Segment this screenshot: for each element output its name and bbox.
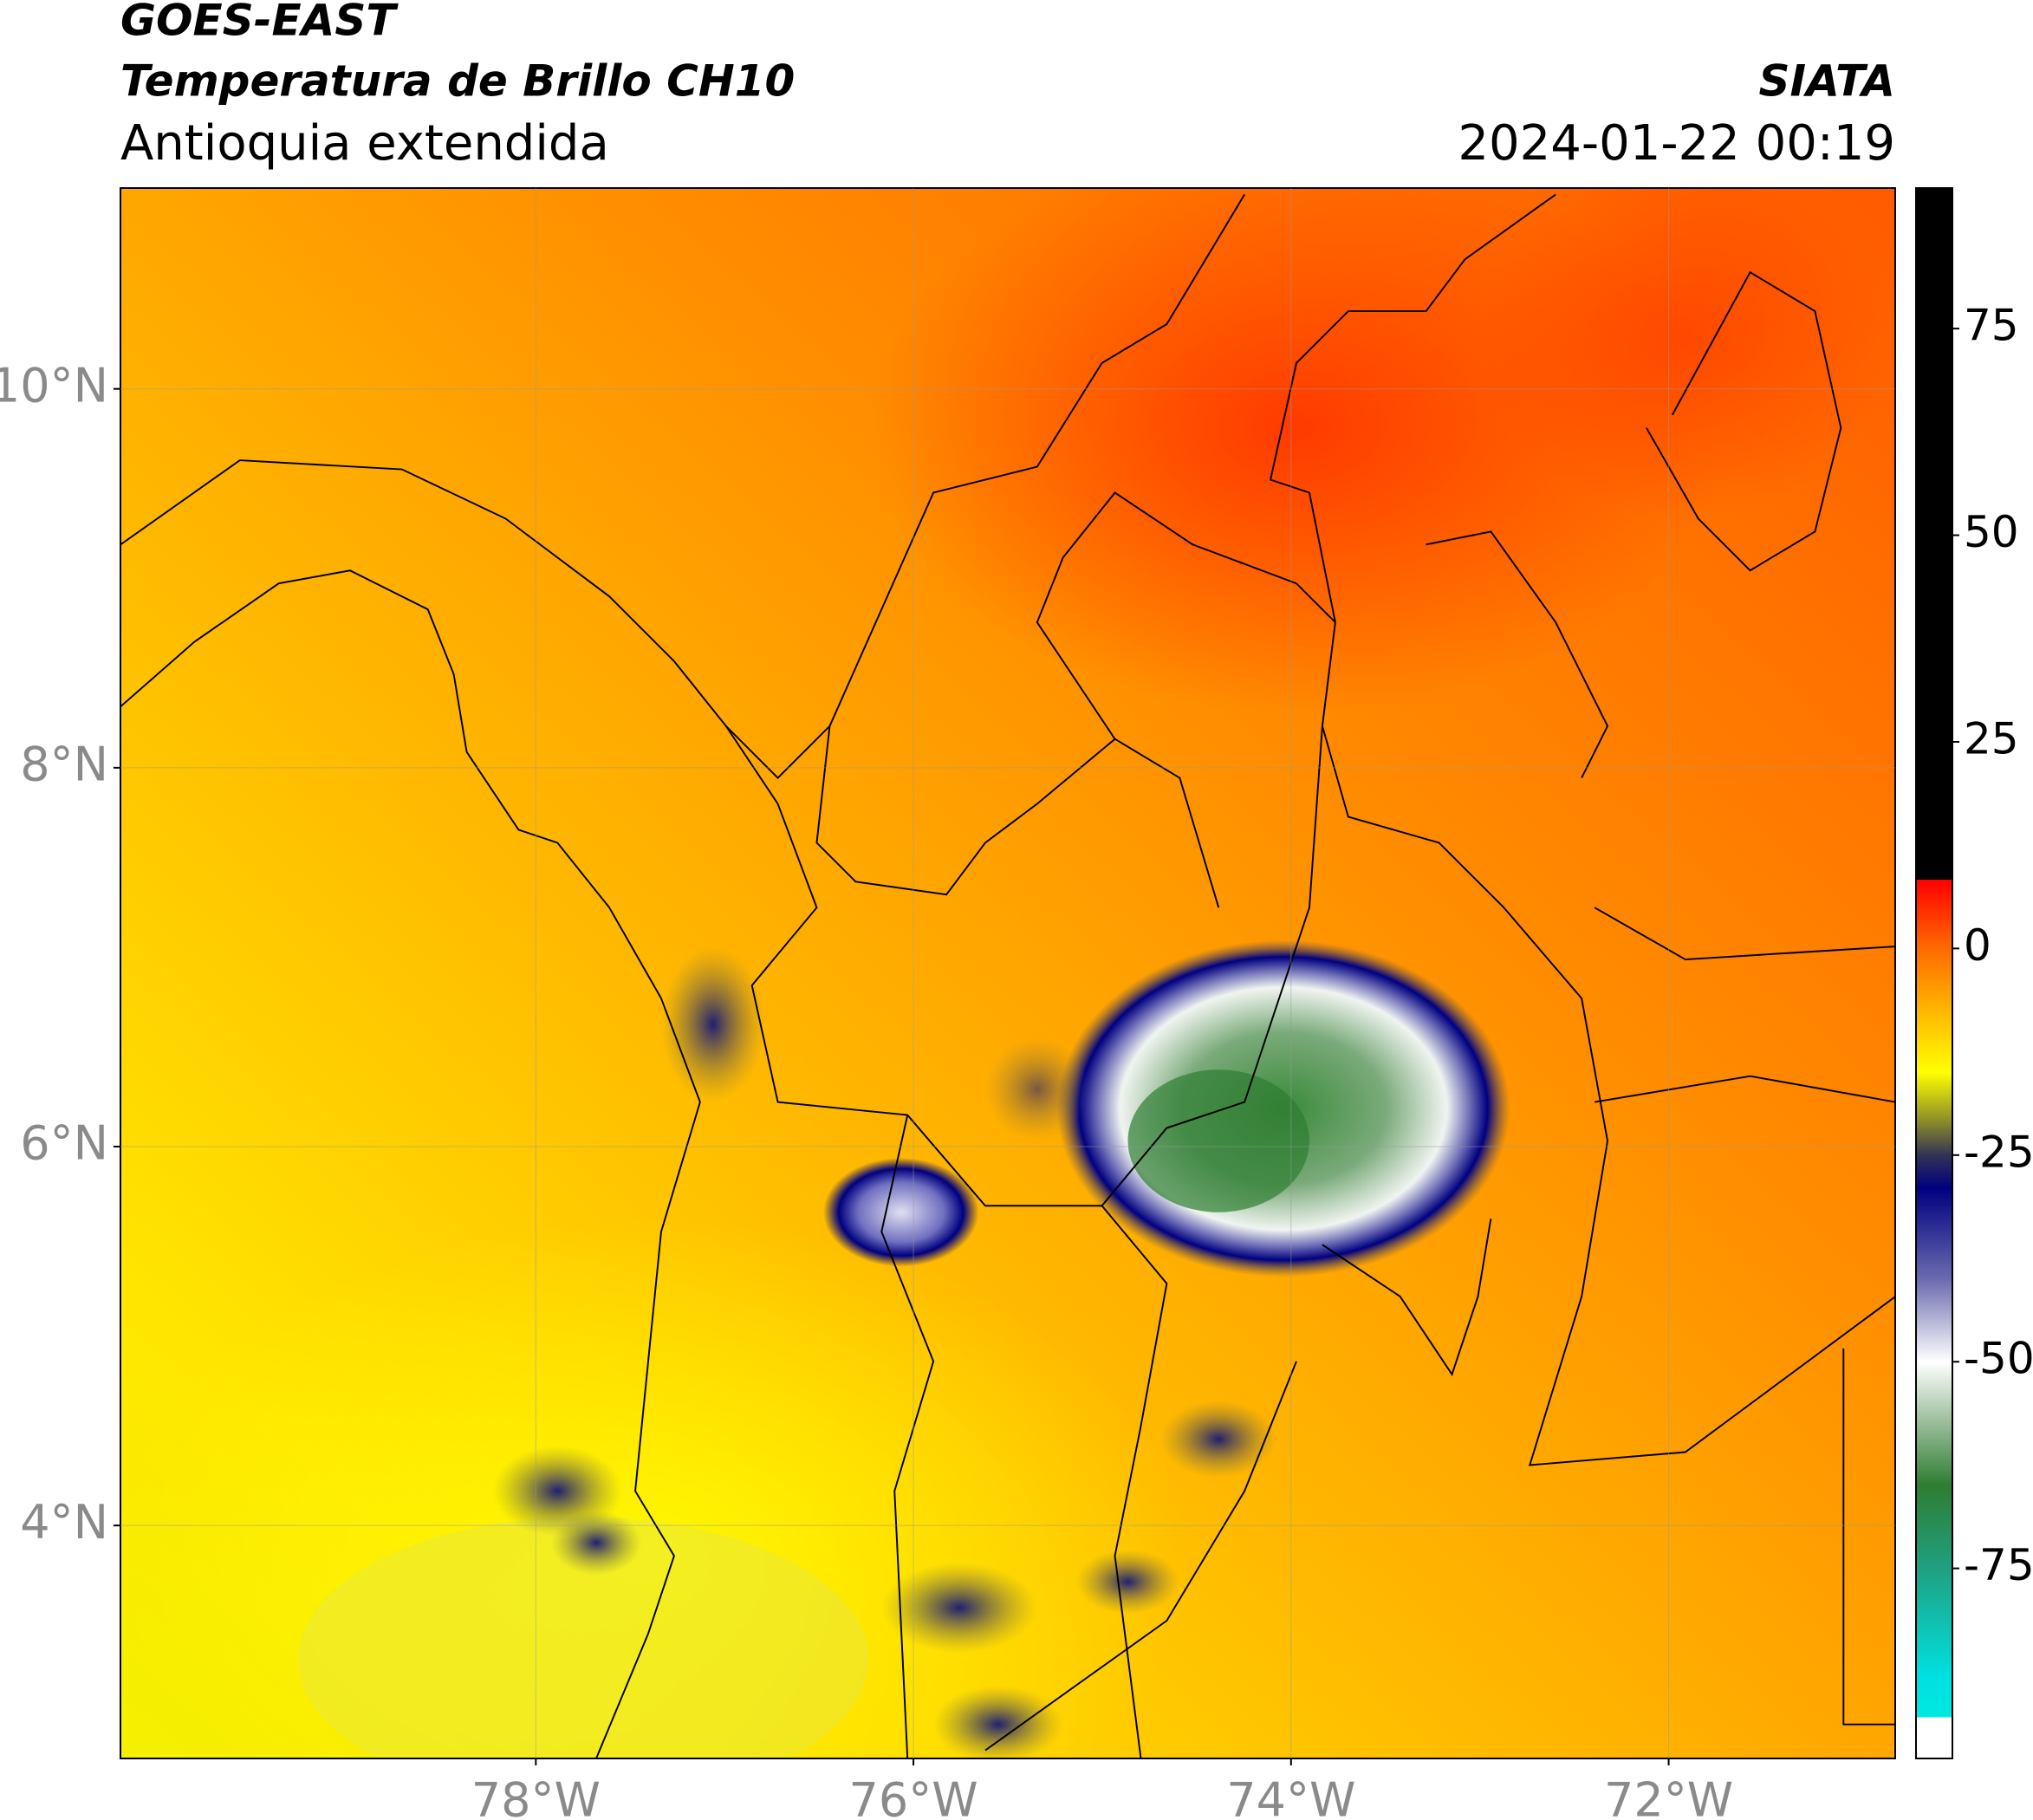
- datetime: 2024-01-22 00:19: [1458, 115, 1895, 172]
- map-imagery: [120, 188, 1895, 1758]
- source: SIATA: [1759, 56, 1895, 107]
- y-tick-label: 6°N: [20, 1116, 108, 1171]
- imagery-features: [120, 188, 1895, 1758]
- colorbar-tick-label: -50: [1964, 1334, 2033, 1384]
- subtitle: Temperatura de Brillo CH10: [120, 56, 795, 107]
- x-tick-label: 74°W: [1226, 1773, 1355, 1820]
- y-tick-label: 4°N: [20, 1495, 108, 1550]
- colorbar-tick-label: 75: [1964, 301, 2019, 351]
- colorbar-tick-label: -75: [1964, 1540, 2033, 1590]
- map-frame: [120, 187, 1896, 1759]
- x-tick-label: 72°W: [1604, 1773, 1733, 1820]
- x-tick-label: 78°W: [471, 1773, 601, 1820]
- region: Antioquia extendida: [120, 115, 609, 172]
- y-tick-label: 8°N: [20, 737, 108, 791]
- x-tick-label: 76°W: [849, 1773, 978, 1820]
- colorbar-tick-label: -25: [1964, 1127, 2033, 1177]
- y-tick-label: 10°N: [0, 358, 108, 413]
- colorbar: [1915, 187, 1953, 1759]
- colorbar-tick-label: 0: [1964, 920, 1991, 971]
- title: GOES-EAST: [120, 0, 399, 46]
- colorbar-tick-label: 25: [1964, 713, 2019, 764]
- colorbar-tick-label: 50: [1964, 507, 2019, 557]
- grid: [120, 188, 1895, 1758]
